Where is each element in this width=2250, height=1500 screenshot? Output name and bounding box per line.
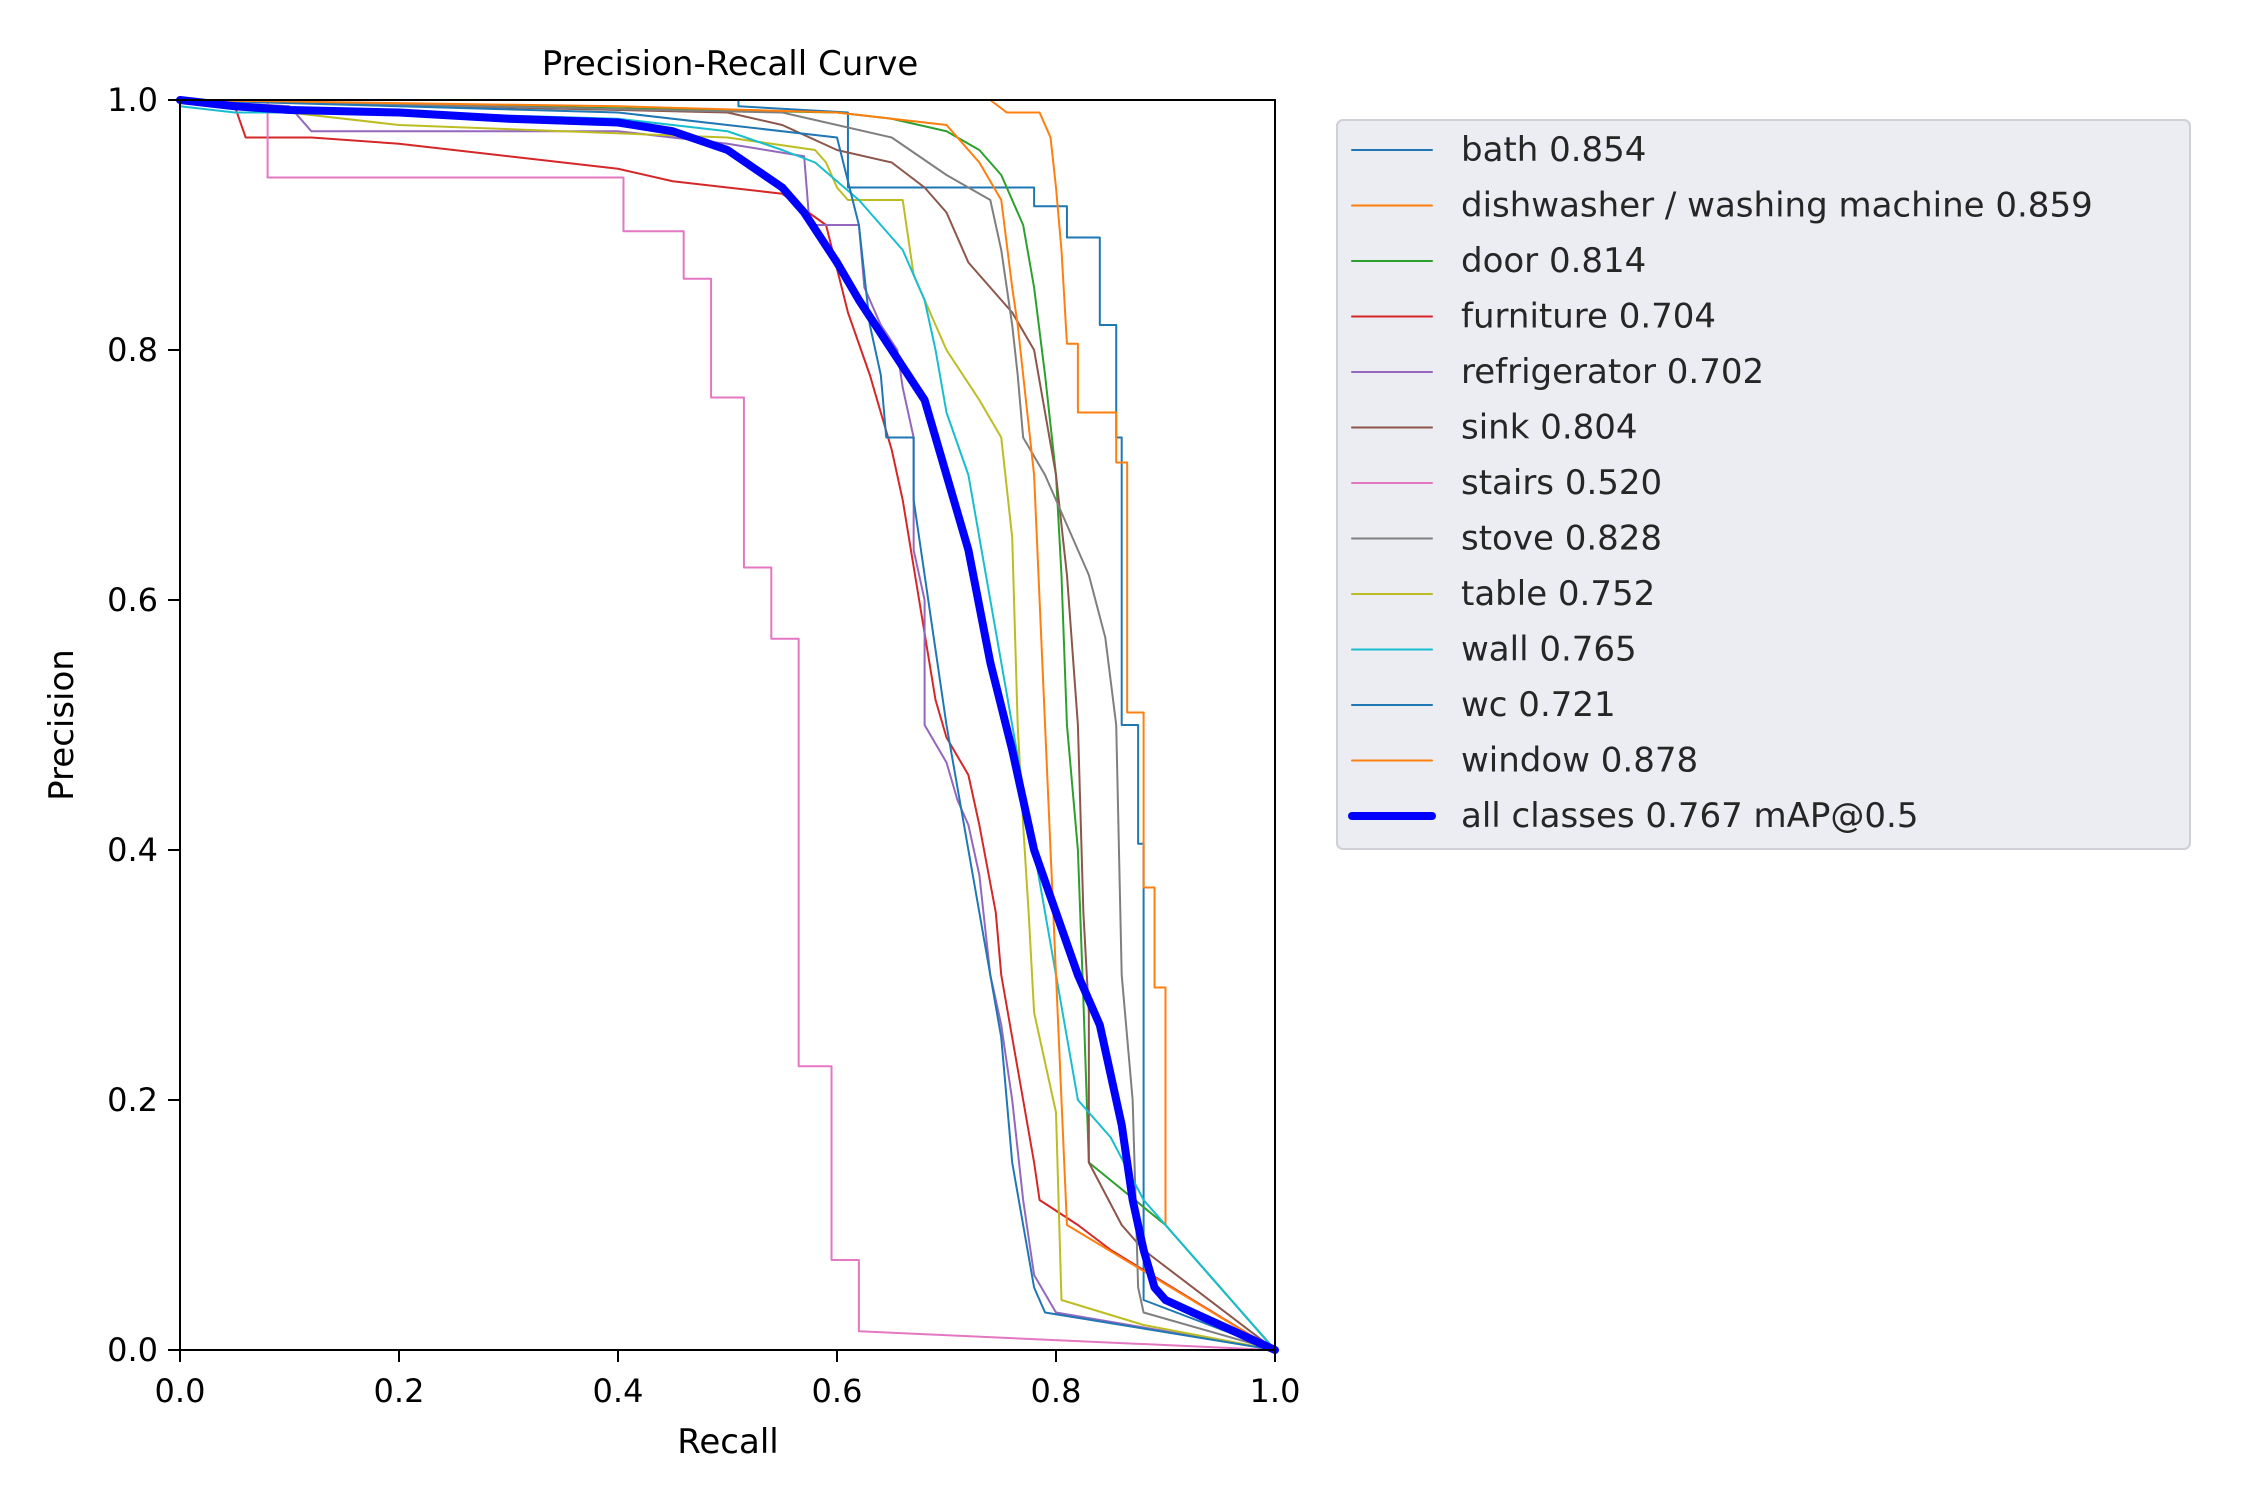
series-line-wall	[179, 105, 1276, 1351]
legend-label-sink: sink 0.804	[1461, 408, 1638, 448]
series-layer	[176, 96, 1279, 1354]
y-axis-label: Precision	[42, 649, 82, 801]
legend-items: bath 0.854 dishwasher / washing machine 0…	[1348, 130, 2093, 836]
legend: bath 0.854 dishwasher / washing machine 0…	[1336, 119, 2191, 850]
x-tick-label: 0.8	[1031, 1372, 1082, 1410]
x-tick-label: 0.6	[812, 1372, 863, 1410]
y-tick-label: 0.6	[107, 581, 158, 619]
series-line-wc	[179, 99, 1276, 1351]
x-tick-label: 0.0	[155, 1372, 206, 1410]
legend-label-table: table 0.752	[1461, 574, 1655, 614]
legend-label-furniture: furniture 0.704	[1461, 297, 1716, 337]
plot-background	[180, 100, 1275, 1350]
series-line-stairs	[179, 99, 1276, 1351]
legend-label-door: door 0.814	[1461, 241, 1646, 281]
series-line-window	[179, 99, 1276, 1351]
legend-label-stove: stove 0.828	[1461, 519, 1662, 559]
y-tick-label: 0.2	[107, 1081, 158, 1119]
legend-label-wall: wall 0.765	[1461, 630, 1637, 670]
legend-label-bath: bath 0.854	[1461, 130, 1646, 170]
legend-label-all-classes: all classes 0.767 mAP@0.5	[1461, 796, 1918, 836]
legend-box	[1336, 119, 2191, 850]
legend-label-refrigerator: refrigerator 0.702	[1461, 352, 1764, 392]
series-line-stove	[179, 99, 1276, 1351]
legend-label-dishwasher-washing-machine: dishwasher / washing machine 0.859	[1461, 186, 2093, 226]
series-line-table	[179, 99, 1276, 1351]
legend-label-wc: wc 0.721	[1461, 685, 1616, 725]
x-axis-label: Recall	[677, 1422, 778, 1462]
series-line-all-classes	[176, 96, 1279, 1354]
y-tick-label: 0.8	[107, 331, 158, 369]
plot-area	[176, 96, 1279, 1354]
x-tick-label: 0.2	[374, 1372, 425, 1410]
legend-label-stairs: stairs 0.520	[1461, 463, 1662, 503]
series-line-bath	[179, 99, 1276, 1351]
chart-title: Precision-Recall Curve	[542, 44, 919, 84]
y-tick-label: 0.0	[107, 1331, 158, 1369]
series-line-dishwasher-washing-machine	[179, 99, 1276, 1351]
y-tick-label: 1.0	[107, 81, 158, 119]
y-axis-ticks: 0.0 0.2 0.4 0.6 0.8 1.0	[107, 81, 180, 1369]
x-axis-ticks: 0.0 0.2 0.4 0.6 0.8 1.0	[155, 1350, 1301, 1410]
x-tick-label: 1.0	[1250, 1372, 1301, 1410]
x-tick-label: 0.4	[593, 1372, 644, 1410]
series-line-furniture	[179, 99, 1276, 1351]
legend-label-window: window 0.878	[1461, 741, 1698, 781]
y-tick-label: 0.4	[107, 831, 158, 869]
plot-frame	[179, 99, 1276, 1351]
